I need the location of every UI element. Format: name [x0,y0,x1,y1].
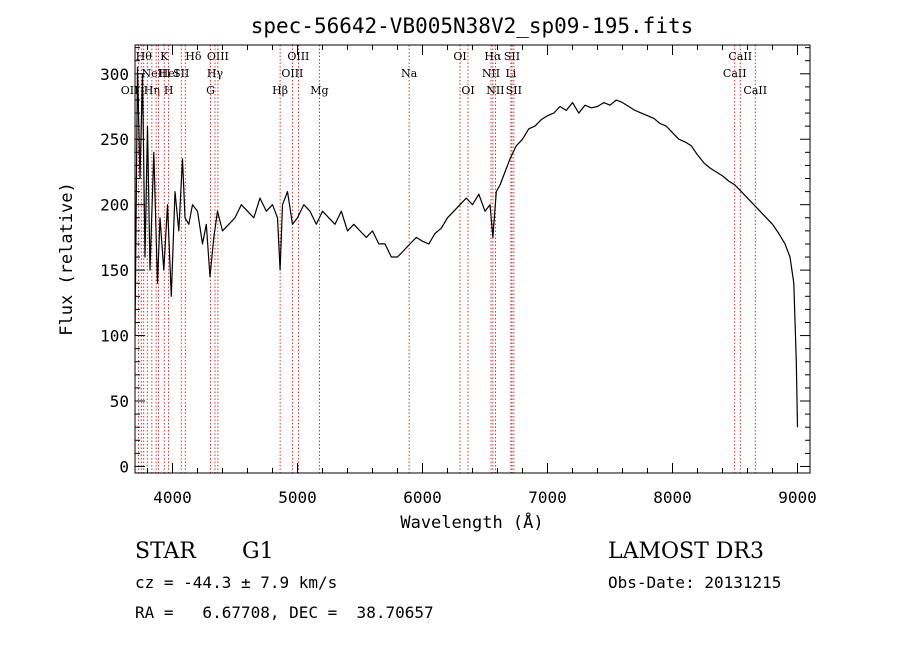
y-axis-label: Flux (relative) [57,182,77,336]
marker-label-9: SII [173,67,189,80]
marker-label-10: Hδ [185,50,202,63]
y-tick-label-2: 100 [100,327,129,346]
chart-title: spec-56642-VB005N38V2_sp09-195.fits [251,14,694,38]
marker-label-4: Hη [144,84,160,97]
marker-label-8: H [164,84,174,97]
marker-label-11: G [206,84,215,97]
x-axis-label: Wavelength (Å) [400,511,543,533]
spectrum-series-line [134,66,799,428]
y-tick-label-4: 200 [100,196,129,215]
marker-label-2: Hθ [136,50,153,63]
marker-label-19: OI [453,50,466,63]
x-tick-label-1: 5000 [278,488,317,507]
marker-label-13: OIII [207,50,229,63]
marker-label-15: OIII [281,67,303,80]
survey-label: LAMOST DR3 [608,539,764,564]
x-tick-label-5: 9000 [778,488,817,507]
marker-label-27: CaII [723,67,747,80]
x-tick-label-2: 6000 [403,488,442,507]
obs-date-text: Obs-Date: 20131215 [608,573,782,592]
x-tick-label-3: 7000 [528,488,567,507]
y-tick-label-1: 50 [110,392,129,411]
marker-label-12: Hγ [207,67,224,80]
marker-label-18: Na [401,67,418,80]
y-tick-label-5: 250 [100,130,129,149]
redshift-text: cz = -44.3 ± 7.9 km/s [135,573,338,592]
marker-label-17: Mg [310,84,328,97]
marker-label-21: NII [482,67,500,80]
marker-label-29: CaII [743,84,767,97]
marker-label-24: Li [505,67,516,80]
marker-label-25: SII [504,50,520,63]
marker-label-0: OII [121,84,139,97]
marker-label-23: NII [486,84,504,97]
coords-text: RA = 6.67708, DEC = 38.70657 [135,603,434,622]
marker-label-22: Hα [484,50,502,63]
spectrum-chart: spec-56642-VB005N38V2_sp09-195.fits OII H… [57,14,817,533]
marker-label-5: NeIII [142,67,171,80]
marker-label-28: CaII [728,50,752,63]
y-tick-label-0: 0 [119,457,129,476]
y-tick-label-3: 150 [100,261,129,280]
marker-label-16: OIII [287,50,309,63]
marker-label-7: K [160,50,169,63]
y-tick-label-6: 300 [100,65,129,84]
marker-label-14: Hβ [272,84,288,97]
class-label: STAR [135,539,196,564]
marker-label-26: SII [506,84,522,97]
x-tick-label-4: 8000 [653,488,692,507]
axes: 4000 5000 6000 7000 8000 9000 0 50 100 150 200 250 3… [100,45,817,507]
subclass-label: G1 [242,539,274,564]
x-tick-label-0: 4000 [153,488,192,507]
marker-label-20: OI [461,84,474,97]
line-markers: OIIHθHηNeIIIHeIKHSIIHδGHγOIIIHβOIIIOIIIM… [121,45,767,473]
plot-frame [134,44,811,474]
